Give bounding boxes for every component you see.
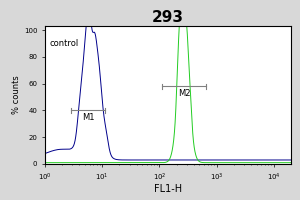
Text: M2: M2 [178,89,190,98]
Text: control: control [50,39,79,48]
Title: 293: 293 [152,10,184,25]
Y-axis label: % counts: % counts [12,76,21,114]
X-axis label: FL1-H: FL1-H [154,184,182,194]
Text: M1: M1 [82,113,94,122]
